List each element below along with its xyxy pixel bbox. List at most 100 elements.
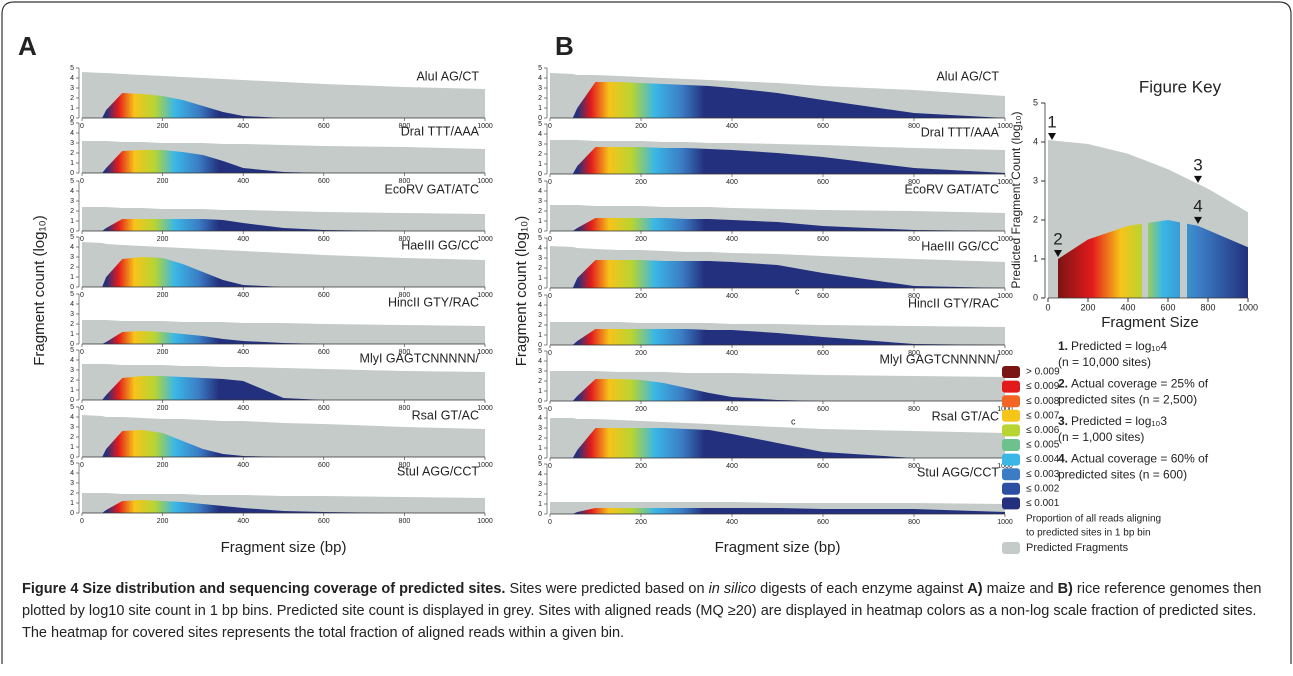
y-tick-label: 1: [538, 332, 542, 339]
x-tick-label: 400: [726, 236, 738, 243]
x-tick-label: 400: [237, 349, 249, 356]
key-note-number: 4.: [1058, 452, 1068, 466]
caption-text: Sites were predicted based on: [505, 581, 709, 597]
enzyme-label: HaeIII GG/CC: [921, 239, 999, 253]
y-tick-label: 5: [70, 234, 74, 241]
key-note-number: 1.: [1058, 339, 1068, 353]
y-tick-label: 2: [70, 264, 74, 271]
x-tick-label: 600: [817, 179, 829, 186]
x-tick-label: 0: [80, 123, 84, 130]
y-tick-label: 0: [538, 228, 542, 235]
x-tick-label: 800: [399, 292, 411, 299]
x-tick-label: 400: [726, 463, 738, 470]
caption-title: Figure 4 Size distribution and sequencin…: [22, 581, 506, 597]
x-tick-label: 400: [237, 178, 249, 185]
legend-swatch: [1002, 380, 1020, 393]
key-gap: [1142, 220, 1148, 298]
x-tick-label: 200: [635, 293, 647, 300]
y-tick-label: 3: [538, 198, 542, 205]
x-tick-label: 600: [318, 405, 330, 412]
x-tick-label: 800: [908, 463, 920, 470]
key-x-tick-label: 200: [1080, 302, 1095, 312]
key-marker-label: 4: [1193, 196, 1202, 215]
y-tick-label: 5: [538, 178, 542, 185]
x-tick-label: 1000: [477, 518, 493, 525]
x-tick-label: 200: [635, 123, 647, 130]
y-tick-label: 5: [70, 65, 74, 72]
x-tick-label: 1000: [997, 236, 1013, 243]
key-marker-label: 3: [1193, 155, 1202, 174]
key-x-tick-label: 1000: [1238, 302, 1258, 312]
x-tick-label: 800: [908, 236, 920, 243]
y-tick-label: 5: [70, 120, 74, 127]
y-tick-label: 3: [538, 481, 542, 488]
x-tick-label: 1000: [997, 406, 1013, 413]
x-tick-label: 1000: [477, 123, 493, 130]
x-tick-label: 800: [399, 462, 411, 469]
key-note-text: Actual coverage = 25% of: [1071, 377, 1209, 391]
y-tick-label: 0: [70, 284, 74, 291]
key-note-number: 3.: [1058, 414, 1068, 428]
legend-label: ≤ 0.003: [1026, 469, 1060, 480]
coverage-area: [82, 257, 485, 287]
key-coverage-area: [1058, 220, 1248, 298]
x-tick-label: 1000: [477, 292, 493, 299]
y-tick-label: 5: [538, 292, 542, 299]
y-tick-label: 5: [70, 347, 74, 354]
y-tick-label: 4: [538, 471, 542, 478]
y-tick-label: 0: [70, 341, 74, 348]
legend-swatch: [1002, 395, 1020, 408]
x-tick-label: 400: [726, 123, 738, 130]
enzyme-label: AluI AG/CT: [416, 69, 479, 83]
key-note-text: Predicted = log₁₀3: [1071, 414, 1167, 428]
y-tick-label: 2: [538, 491, 542, 498]
caption: Figure 4 Size distribution and sequencin…: [22, 578, 1272, 644]
y-tick-label: 0: [70, 454, 74, 461]
y-tick-label: 3: [538, 85, 542, 92]
y-tick-label: 2: [70, 377, 74, 384]
y-tick-label: 2: [538, 95, 542, 102]
y-tick-label: 4: [538, 131, 542, 138]
legend-swatch: [1002, 542, 1020, 554]
enzyme-label: HaeIII GG/CC: [401, 238, 479, 252]
y-tick-label: 5: [538, 461, 542, 468]
x-tick-label: 0: [548, 123, 552, 130]
key-note-text: predicted sites (n = 600): [1058, 468, 1187, 482]
x-tick-label: 1000: [997, 519, 1013, 526]
y-tick-label: 4: [70, 244, 74, 251]
coverage-area: [550, 82, 1005, 118]
y-tick-label: 3: [70, 311, 74, 318]
caption-text: A): [967, 581, 983, 597]
key-x-tick-label: 0: [1045, 302, 1050, 312]
x-tick-label: 1000: [997, 350, 1013, 357]
x-tick-label: 600: [817, 463, 829, 470]
annotation: c: [795, 286, 800, 296]
y-tick-label: 0: [70, 115, 74, 122]
legend-label: ≤ 0.001: [1026, 498, 1060, 509]
y-tick-label: 4: [70, 75, 74, 82]
y-tick-label: 1: [70, 387, 74, 394]
x-tick-label: 800: [399, 178, 411, 185]
y-tick-label: 4: [538, 302, 542, 309]
x-tick-label: 0: [548, 519, 552, 526]
annotation: c: [791, 416, 796, 426]
x-tick-label: 1000: [477, 405, 493, 412]
y-tick-label: 3: [70, 140, 74, 147]
key-x-tick-label: 600: [1160, 302, 1175, 312]
x-axis-label: Fragment size (bp): [715, 539, 841, 556]
key-note-text: Predicted = log₁₀4: [1071, 339, 1167, 353]
y-tick-label: 2: [70, 490, 74, 497]
y-tick-label: 1: [70, 274, 74, 281]
x-tick-label: 200: [157, 236, 169, 243]
y-tick-label: 5: [538, 405, 542, 412]
legend-label: ≤ 0.009: [1026, 381, 1060, 392]
enzyme-label: RsaI GT/AC: [932, 409, 999, 423]
x-tick-label: 600: [318, 462, 330, 469]
x-tick-label: 600: [318, 236, 330, 243]
legend-description: to predicted sites in 1 bp bin: [1026, 528, 1151, 539]
y-tick-label: 5: [538, 121, 542, 128]
legend-label: ≤ 0.005: [1026, 440, 1060, 451]
x-tick-label: 400: [726, 179, 738, 186]
